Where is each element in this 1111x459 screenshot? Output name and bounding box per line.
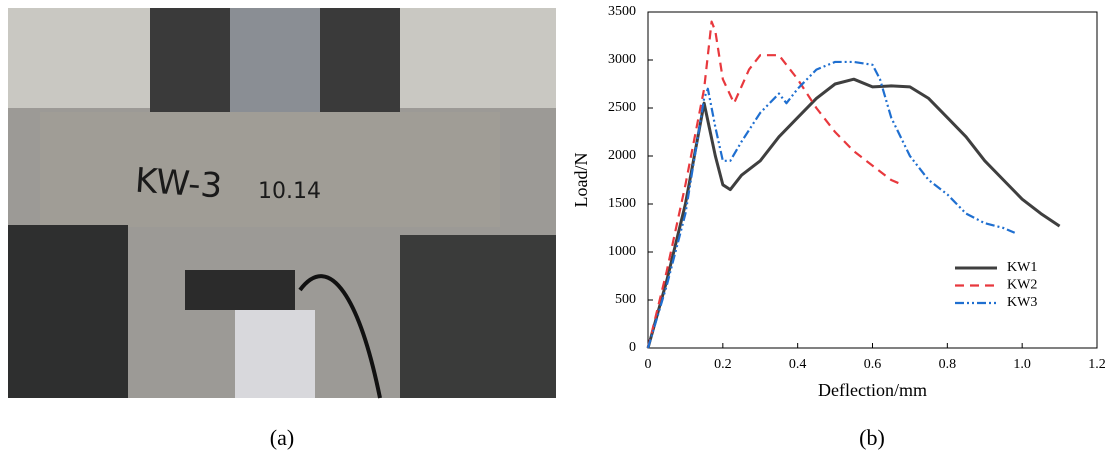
x-tick-label: 0.8 [939, 357, 957, 372]
chart: 0 0.2 0.4 0.6 0.8 1.0 1.2 0 500 1000 1500 2000 2500 3… [571, 4, 1106, 400]
x-axis-label: Deflection/mm [818, 380, 927, 400]
y-tick-label: 2000 [608, 148, 636, 163]
photo-clamp-plate [230, 8, 320, 118]
series-line [646, 60, 1016, 349]
series-line [646, 20, 903, 349]
x-tick-label: 1.0 [1013, 357, 1031, 372]
legend-label: KW1 [1007, 260, 1037, 275]
y-tick-label: 0 [629, 340, 636, 355]
y-tick-label: 1000 [608, 244, 636, 259]
photo-cable [298, 274, 382, 399]
legend-label: KW2 [1007, 278, 1037, 293]
photo-support-left [8, 225, 128, 398]
x-tick-label: 0.6 [864, 357, 882, 372]
panel-label: (b) [859, 425, 885, 450]
x-tick-label: 0.4 [789, 357, 807, 372]
x-tick-label: 0.2 [714, 357, 732, 372]
photo-text: KW-3 [134, 161, 224, 207]
y-axis-label: Load/N [571, 153, 591, 208]
panel-label: (a) [270, 425, 294, 450]
y-tick-label: 2500 [608, 100, 636, 115]
y-tick-label: 1500 [608, 196, 636, 211]
legend-label: KW3 [1007, 295, 1037, 310]
y-tick-label: 3500 [608, 4, 636, 19]
photo-gauge-body [235, 310, 315, 398]
y-tick-label: 500 [615, 292, 636, 307]
photo-gauge [185, 270, 295, 310]
series-line [646, 77, 1061, 349]
photo-specimen [40, 112, 500, 227]
photo-text: 10.14 [258, 179, 321, 204]
x-tick-label: 1.2 [1088, 357, 1106, 372]
y-tick-label: 3000 [608, 52, 636, 67]
x-tick-label: 0 [645, 357, 652, 372]
photo-support-right [400, 235, 556, 398]
photo: KW-3 10.14 [8, 8, 556, 399]
